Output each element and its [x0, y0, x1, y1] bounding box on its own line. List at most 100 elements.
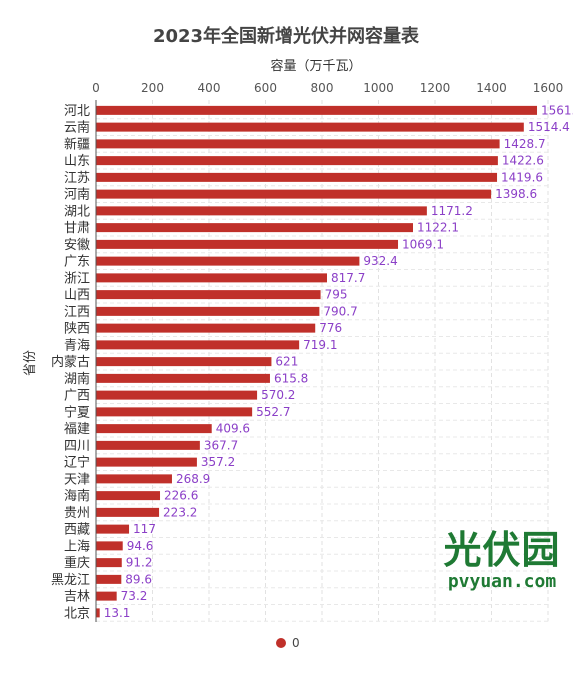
bar[interactable] — [96, 189, 492, 199]
x-tick-label: 1000 — [363, 81, 394, 95]
data-label: 570.2 — [261, 388, 295, 402]
bar[interactable] — [96, 105, 538, 115]
category-label: 青海 — [64, 338, 90, 353]
bar[interactable] — [96, 507, 160, 517]
category-label: 云南 — [64, 120, 90, 136]
bar[interactable] — [96, 273, 328, 283]
x-axis-ticks: 0 200 400 600 800 1000 1200 1400 1600 — [92, 81, 563, 95]
data-label: 1428.7 — [504, 137, 546, 151]
bar[interactable] — [96, 323, 316, 333]
bar[interactable] — [96, 424, 212, 434]
data-label: 776 — [319, 321, 342, 335]
data-label: 1422.6 — [502, 154, 544, 168]
data-label: 367.7 — [204, 438, 238, 452]
legend-label[interactable]: 0 — [292, 636, 300, 650]
category-label: 贵州 — [64, 506, 90, 521]
bar[interactable] — [96, 524, 130, 534]
bar[interactable] — [96, 357, 272, 367]
data-label: 1069.1 — [402, 237, 444, 251]
bar[interactable] — [96, 591, 117, 601]
data-label: 73.2 — [121, 589, 148, 603]
bar[interactable] — [96, 223, 413, 233]
x-tick-label: 600 — [254, 81, 277, 95]
bar[interactable] — [96, 139, 500, 149]
category-label: 新疆 — [64, 136, 90, 152]
bar[interactable] — [96, 407, 253, 417]
data-label: 94.6 — [127, 539, 154, 553]
bar[interactable] — [96, 256, 360, 266]
category-label: 福建 — [64, 422, 90, 437]
bar[interactable] — [96, 608, 100, 618]
data-label: 795 — [325, 288, 348, 302]
watermark-domain: pvyuan.com — [447, 571, 557, 592]
data-label: 1514.4 — [528, 120, 570, 134]
x-tick-label: 1400 — [476, 81, 507, 95]
data-label: 117 — [133, 522, 156, 536]
data-label: 13.1 — [104, 606, 131, 620]
category-label: 江苏 — [64, 170, 90, 186]
chart-title: 2023年全国新增光伏并网容量表 — [153, 25, 420, 47]
data-label: 1171.2 — [431, 204, 473, 218]
bar[interactable] — [96, 390, 258, 400]
x-tick-label: 200 — [141, 81, 164, 95]
bar[interactable] — [96, 290, 321, 300]
category-label: 陕西 — [64, 322, 90, 337]
category-label: 重庆 — [64, 555, 90, 571]
grid-lines — [96, 100, 549, 622]
watermark-logo: 光伏园 pvyuan.com — [432, 528, 572, 592]
bars — [96, 105, 538, 618]
legend[interactable]: 0 — [276, 636, 300, 650]
x-tick-label: 800 — [311, 81, 334, 95]
bar[interactable] — [96, 541, 123, 551]
bar[interactable] — [96, 574, 122, 584]
category-label: 吉林 — [64, 590, 90, 605]
category-label: 上海 — [64, 539, 90, 554]
bar[interactable] — [96, 474, 172, 484]
category-label: 广东 — [64, 255, 90, 270]
x-tick-label: 0 — [92, 81, 100, 95]
category-label: 四川 — [64, 439, 90, 454]
data-label: 932.4 — [363, 254, 397, 268]
legend-marker[interactable] — [276, 638, 286, 648]
bar[interactable] — [96, 206, 427, 216]
category-label: 山西 — [64, 288, 90, 303]
data-label: 409.6 — [216, 422, 250, 436]
bar[interactable] — [96, 440, 200, 450]
category-label: 甘肃 — [64, 221, 90, 236]
category-label: 湖北 — [64, 204, 90, 219]
category-label: 河南 — [64, 187, 90, 203]
bar[interactable] — [96, 172, 498, 182]
bar[interactable] — [96, 340, 300, 350]
category-label: 北京 — [64, 606, 90, 621]
data-label: 817.7 — [331, 271, 365, 285]
x-tick-label: 1200 — [420, 81, 451, 95]
category-label: 辽宁 — [64, 455, 90, 471]
data-label: 89.6 — [125, 572, 152, 586]
bar[interactable] — [96, 122, 524, 132]
bar[interactable] — [96, 239, 399, 249]
bar[interactable] — [96, 373, 270, 383]
data-label: 615.8 — [274, 371, 308, 385]
bar[interactable] — [96, 491, 161, 501]
category-label: 黑龙江 — [51, 573, 90, 588]
data-label: 91.2 — [126, 556, 153, 570]
category-label: 海南 — [64, 488, 90, 504]
bar[interactable] — [96, 306, 320, 316]
bar[interactable] — [96, 558, 122, 568]
data-label: 1561.1 — [541, 103, 573, 117]
data-label: 552.7 — [256, 405, 290, 419]
y-axis-title: 省份 — [23, 350, 38, 376]
data-labels: 1561.11514.41428.71422.61419.61398.61171… — [104, 103, 573, 620]
data-label: 790.7 — [323, 304, 357, 318]
bar[interactable] — [96, 156, 498, 166]
category-label: 内蒙古 — [51, 354, 90, 370]
category-label: 山东 — [64, 154, 90, 169]
x-tick-label: 1600 — [533, 81, 564, 95]
data-label: 357.2 — [201, 455, 235, 469]
data-label: 719.1 — [303, 338, 337, 352]
bar[interactable] — [96, 457, 197, 467]
data-label: 223.2 — [163, 505, 197, 519]
x-axis-title: 容量（万千瓦） — [270, 58, 361, 74]
category-label: 江西 — [64, 305, 90, 320]
